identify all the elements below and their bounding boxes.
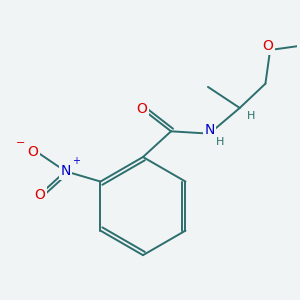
Text: O: O	[136, 102, 148, 116]
Text: O: O	[34, 188, 45, 202]
Text: H: H	[247, 111, 256, 121]
Text: O: O	[27, 145, 38, 159]
Text: H: H	[216, 136, 224, 147]
Text: N: N	[204, 123, 214, 137]
Text: N: N	[60, 164, 70, 178]
Text: −: −	[15, 138, 25, 148]
Text: O: O	[262, 39, 273, 53]
Text: +: +	[72, 156, 80, 166]
